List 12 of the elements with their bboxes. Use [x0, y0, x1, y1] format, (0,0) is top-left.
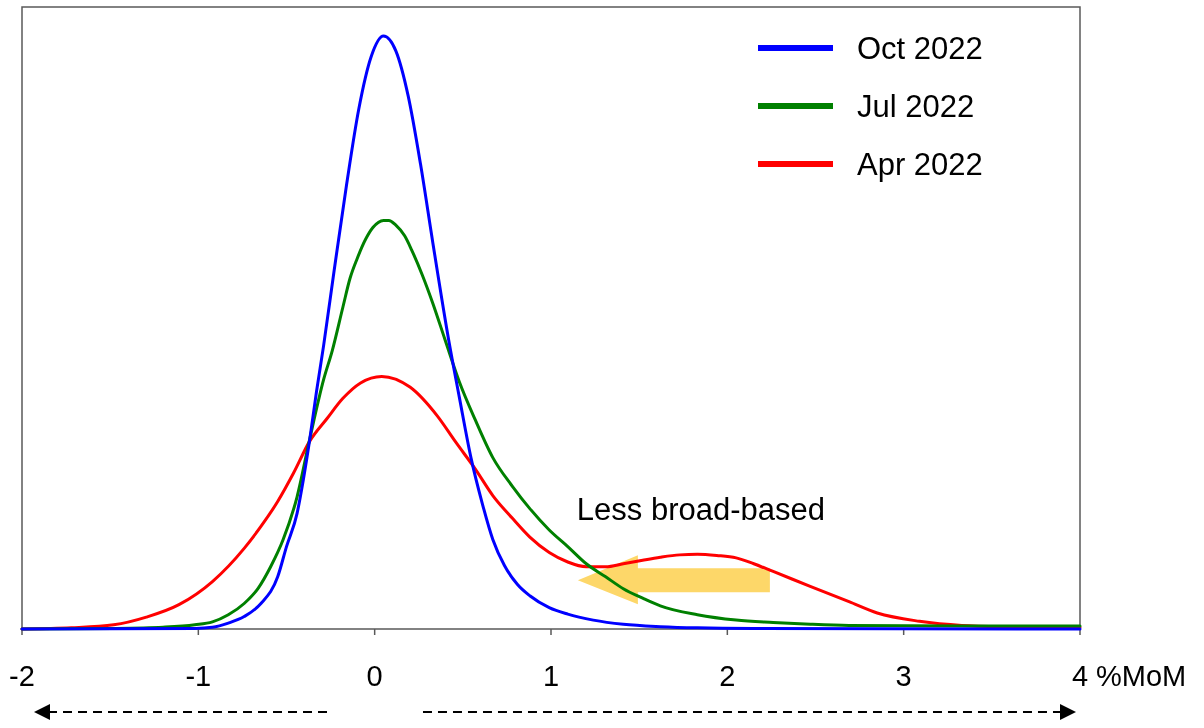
- x-tick-label: -2: [9, 660, 35, 692]
- legend-label: Apr 2022: [857, 147, 983, 182]
- annotation: Less broad-based: [576, 492, 825, 528]
- x-tick-label: 0: [366, 660, 383, 692]
- x-tick-label: -1: [185, 660, 212, 692]
- x-axis-title: %MoM: [1096, 660, 1187, 692]
- x-tick-label: 1: [542, 660, 560, 692]
- legend-label: Jul 2022: [857, 89, 975, 124]
- x-tick-label: 2: [719, 660, 736, 692]
- x-tick-label: 3: [895, 660, 912, 692]
- legend-label: Oct 2022: [857, 31, 983, 66]
- x-tick-label: 4: [1071, 660, 1089, 692]
